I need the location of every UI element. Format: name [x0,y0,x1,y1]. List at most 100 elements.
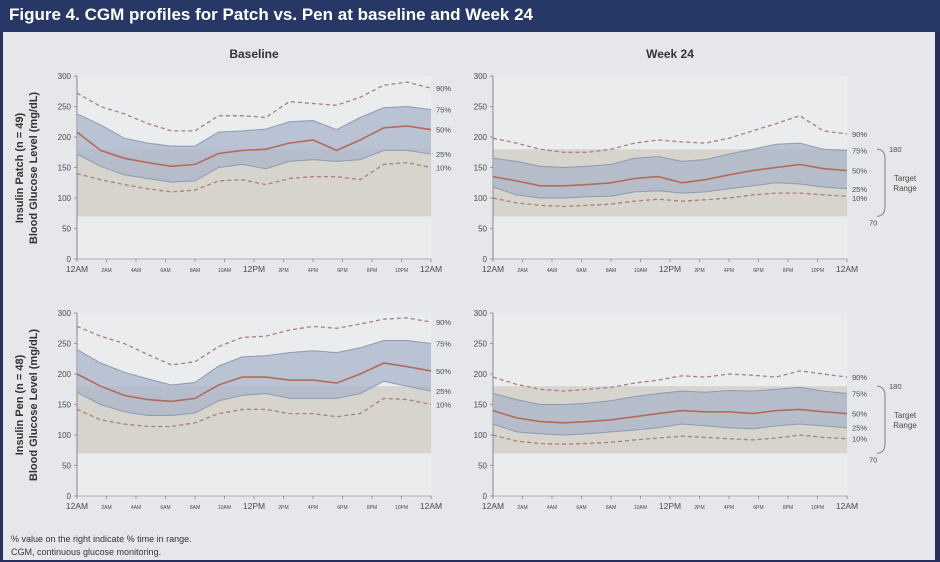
x-tick-label: 2PM [278,268,288,274]
x-tick-label: 4AM [547,268,557,274]
y-tick-label: 50 [62,462,71,471]
x-tick-label: 12AM [836,501,858,511]
x-tick-label: 10AM [218,505,231,511]
y-tick-label: 150 [58,401,72,410]
x-tick-label: 12PM [243,264,265,274]
x-tick-label: 12AM [66,501,88,511]
percentile-90-line [76,317,432,366]
percentile-label: 90% [436,84,451,93]
x-tick-label: 4AM [547,505,557,511]
y-tick-label: 250 [474,103,488,112]
percentile-75-line [76,340,432,386]
percentile-25-line [492,423,848,436]
percentile-10-line [492,434,848,445]
percentile-label: 25% [436,387,451,396]
percentile-label: 90% [852,373,867,382]
percentile-10-line [492,192,848,208]
x-tick-label: 2AM [101,505,111,511]
percentile-90-line [76,81,432,132]
percentile-label: 25% [852,424,867,433]
y-axis-title: Blood Glucose Level (mg/dL) [28,92,40,245]
percentile-75-line [492,386,848,405]
x-tick-label: 4PM [724,268,734,274]
panel-title: Week 24 [646,47,694,61]
y-tick-label: 300 [58,72,72,81]
median-line [76,362,432,403]
footnote-time-in-range: % value on the right indicate % time in … [11,534,192,544]
x-tick-label: 6PM [753,505,763,511]
x-tick-label: 6AM [160,505,170,511]
percentile-label: 10% [852,194,867,203]
footnote-cgm-definition: CGM, continuous glucose monitoring. [11,547,162,557]
chart-patch-baseline: 0 50 100 150 200 250 300 12AM 2AM 4AM 6AM 8AM 10AM 12… [14,47,451,274]
percentile-10-line [76,161,432,193]
x-tick-label: 8PM [367,268,377,274]
x-tick-label: 10AM [634,268,647,274]
y-tick-label: 200 [58,133,72,142]
x-tick-label: 8AM [606,268,616,274]
x-tick-label: 6AM [576,505,586,511]
cgm-charts: 0 50 100 150 200 250 300 12AM 2AM 4AM 6AM 8AM 10AM 12… [14,47,918,511]
x-tick-label: 12AM [420,264,442,274]
x-tick-label: 12AM [420,501,442,511]
y-tick-label: 250 [58,103,72,112]
percentile-label: 50% [852,167,867,176]
interquartile-band [493,387,847,435]
y-tick-label: 300 [474,72,488,81]
x-tick-label: 8AM [190,505,200,511]
percentile-label: 10% [436,164,451,173]
target-range-bracket [876,148,886,217]
x-tick-label: 2AM [101,268,111,274]
y-tick-label: 200 [58,370,72,379]
percentile-75-line [492,142,848,169]
percentile-label: 75% [436,106,451,115]
x-tick-label: 6PM [337,268,347,274]
percentile-10-line [76,397,432,428]
y-tick-label: 200 [474,133,488,142]
y-tick-label: 0 [483,255,488,264]
percentile-label: 25% [852,185,867,194]
percentile-label: 50% [436,367,451,376]
percentile-75-line [76,105,432,147]
x-tick-label: 2PM [278,505,288,511]
x-tick-label: 8PM [367,505,377,511]
x-tick-label: 2PM [694,268,704,274]
y-tick-label: 100 [474,431,488,440]
chart-patch-week24: 0 50 100 150 200 250 300 12AM 2AM 4AM 6AM 8AM 10AM 12… [474,47,918,274]
percentile-label: 75% [852,390,867,399]
x-tick-label: 12PM [659,501,681,511]
y-tick-label: 50 [62,225,71,234]
figure-panel: 0 50 100 150 200 250 300 12AM 2AM 4AM 6AM 8AM 10AM 12… [3,32,935,560]
percentile-25-line [76,380,432,416]
percentile-25-line [492,182,848,199]
x-tick-label: 2AM [517,505,527,511]
x-tick-label: 4PM [308,268,318,274]
x-tick-label: 8AM [606,505,616,511]
y-tick-label: 50 [478,225,487,234]
y-tick-label: 0 [67,492,72,501]
y-axis-title: Blood Glucose Level (mg/dL) [28,329,40,482]
target-range-label: Range [893,184,917,193]
x-tick-label: 10PM [811,268,824,274]
percentile-label: 75% [436,340,451,349]
percentile-label: 25% [436,150,451,159]
x-tick-label: 12AM [482,264,504,274]
percentile-label: 10% [852,435,867,444]
x-tick-label: 4AM [131,268,141,274]
x-tick-label: 10PM [811,505,824,511]
interquartile-band [77,106,431,183]
x-tick-label: 6PM [337,505,347,511]
x-tick-label: 10AM [218,268,231,274]
y-tick-label: 150 [474,401,488,410]
median-line [492,163,848,187]
percentile-label: 50% [436,126,451,135]
row-label: Insulin Patch (n = 49) [14,112,26,223]
y-tick-label: 100 [58,194,72,203]
range-upper-label: 180 [889,382,902,391]
x-tick-label: 12AM [836,264,858,274]
y-tick-label: 250 [474,340,488,349]
x-tick-label: 12PM [243,501,265,511]
y-tick-label: 300 [474,309,488,318]
x-tick-label: 10AM [634,505,647,511]
y-tick-label: 100 [474,194,488,203]
